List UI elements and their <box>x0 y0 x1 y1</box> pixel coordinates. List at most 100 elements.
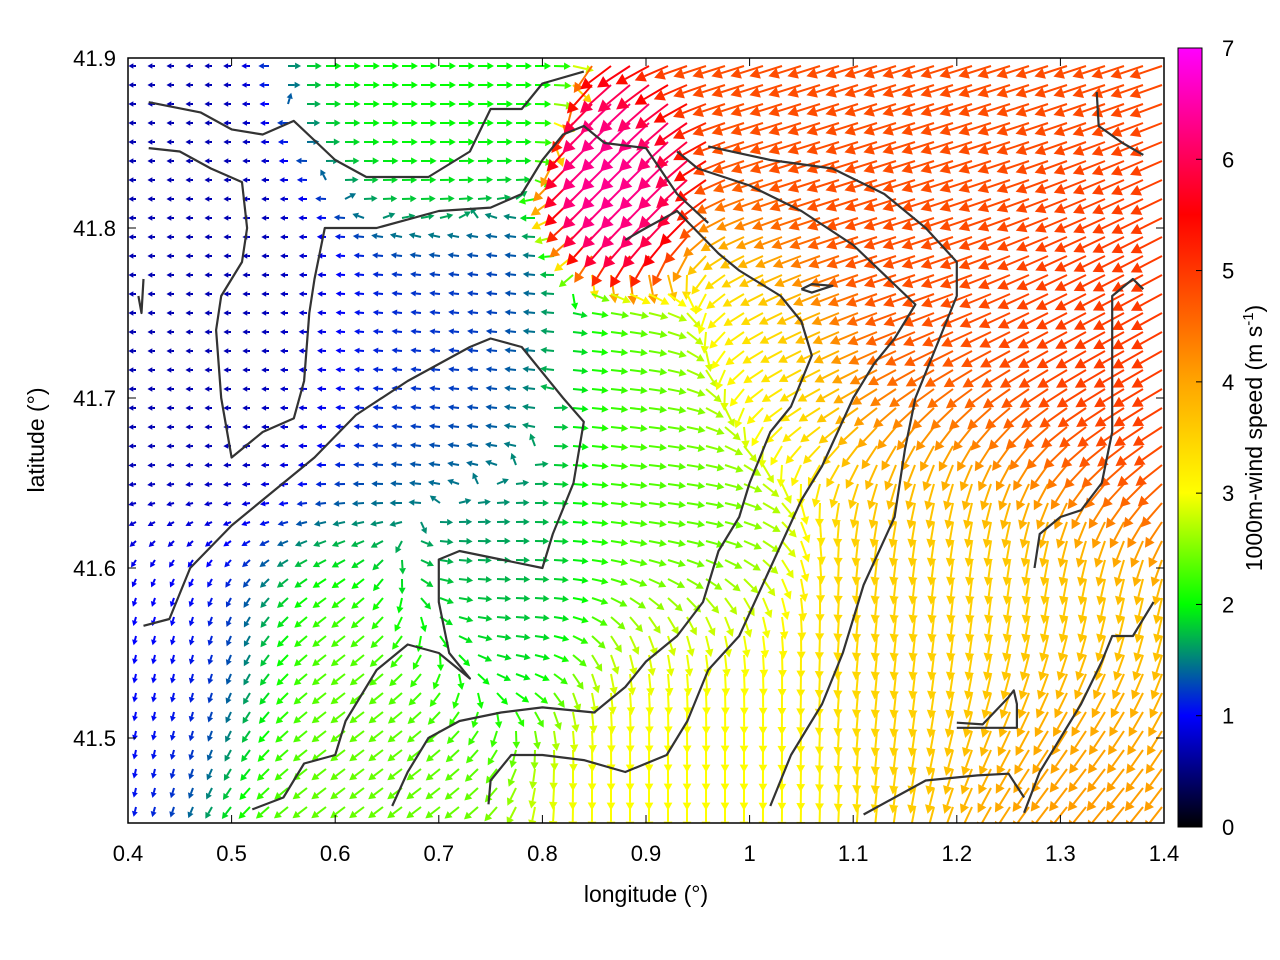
wind-arrow <box>741 426 750 449</box>
wind-arrow <box>686 616 697 636</box>
wind-arrow <box>988 426 1011 451</box>
wind-arrow <box>720 711 730 735</box>
wind-arrow <box>945 388 973 409</box>
wind-arrow <box>391 290 403 297</box>
wind-arrow <box>261 291 270 297</box>
wind-arrow <box>610 481 629 489</box>
wind-arrow <box>395 540 403 554</box>
wind-arrow <box>553 692 565 708</box>
wind-arrow <box>572 673 584 690</box>
wind-arrow <box>1152 635 1163 663</box>
wind-arrow <box>1130 236 1163 254</box>
wind-arrow <box>188 730 195 742</box>
wind-arrow <box>1034 179 1068 194</box>
wind-arrow <box>150 768 157 779</box>
wind-arrow <box>902 312 935 327</box>
colorbar <box>1177 47 1203 828</box>
wind-arrow <box>350 540 365 548</box>
wind-arrow <box>580 65 612 90</box>
wind-arrow <box>908 673 918 700</box>
wind-arrow <box>648 330 668 339</box>
wind-arrow <box>439 212 454 220</box>
wind-arrow <box>128 253 137 259</box>
wind-arrow <box>1001 521 1011 549</box>
wind-arrow <box>760 635 770 659</box>
wind-arrow <box>591 597 609 605</box>
wind-arrow <box>390 461 403 468</box>
wind-arrow <box>1000 502 1011 530</box>
wind-arrow <box>223 329 232 335</box>
wind-arrow <box>759 673 768 697</box>
wind-arrow <box>515 479 530 487</box>
wind-arrow <box>777 730 787 754</box>
wind-arrow <box>298 424 308 430</box>
wind-arrow <box>777 787 787 811</box>
wind-arrow <box>496 478 509 485</box>
wind-arrow <box>467 328 479 335</box>
wind-arrow <box>882 217 916 231</box>
wind-arrow <box>128 310 137 316</box>
wind-arrow <box>187 559 194 568</box>
wind-arrow <box>724 445 744 456</box>
wind-arrow <box>1039 407 1068 428</box>
wind-arrow <box>1131 388 1163 407</box>
colorbar-tick-label: 6 <box>1222 147 1234 172</box>
wind-arrow <box>983 616 994 643</box>
wind-arrow <box>1130 293 1163 311</box>
wind-arrow <box>1072 179 1106 195</box>
wind-arrow <box>944 711 955 738</box>
wind-arrow <box>503 213 517 221</box>
wind-arrow <box>279 424 289 430</box>
wind-arrow <box>445 749 460 763</box>
wind-arrow <box>905 483 916 511</box>
wind-arrow <box>534 100 552 108</box>
wind-arrow <box>958 236 992 251</box>
wind-arrow <box>132 787 138 798</box>
wind-arrow <box>1130 274 1163 292</box>
wind-arrow <box>506 806 517 823</box>
wind-arrow <box>978 749 992 776</box>
wind-arrow <box>439 81 456 89</box>
wind-arrow <box>425 806 441 819</box>
wind-arrow <box>261 386 270 392</box>
wind-arrow <box>439 557 454 565</box>
wind-arrow <box>446 232 460 239</box>
wind-arrow <box>428 442 441 449</box>
wind-arrow <box>760 369 783 383</box>
wind-arrow <box>132 711 138 722</box>
wind-arrow <box>147 158 156 164</box>
wind-arrow <box>420 176 437 184</box>
wind-arrow <box>982 388 1011 409</box>
wind-arrow <box>150 597 157 607</box>
wind-arrow <box>1106 806 1125 823</box>
wind-arrow <box>1069 749 1087 774</box>
wind-arrow <box>1088 730 1106 756</box>
wind-arrow <box>653 103 688 123</box>
wind-arrow <box>1112 388 1144 407</box>
wind-arrow <box>959 464 973 492</box>
wind-arrow <box>996 141 1030 155</box>
wind-arrow <box>553 423 569 431</box>
wind-arrow <box>166 139 175 145</box>
wind-arrow <box>278 158 289 164</box>
wind-arrow <box>610 500 629 508</box>
wind-arrow <box>907 730 918 757</box>
wind-arrow <box>781 521 797 538</box>
wind-arrow <box>781 483 792 504</box>
wind-arrow <box>667 443 687 452</box>
wind-arrow <box>907 787 917 814</box>
wind-arrow <box>534 711 544 728</box>
wind-arrow <box>204 540 213 547</box>
wind-arrow <box>558 274 574 288</box>
wind-arrow <box>1130 540 1144 568</box>
wind-arrow <box>901 160 935 174</box>
wind-arrow <box>406 768 422 781</box>
wind-arrow <box>870 654 881 681</box>
wind-arrow <box>351 597 365 609</box>
wind-arrow <box>882 236 916 250</box>
wind-arrow <box>458 576 474 584</box>
wind-arrow <box>448 309 460 316</box>
wind-arrow <box>831 369 859 384</box>
wind-arrow <box>920 445 935 472</box>
wind-arrow <box>1073 274 1106 292</box>
